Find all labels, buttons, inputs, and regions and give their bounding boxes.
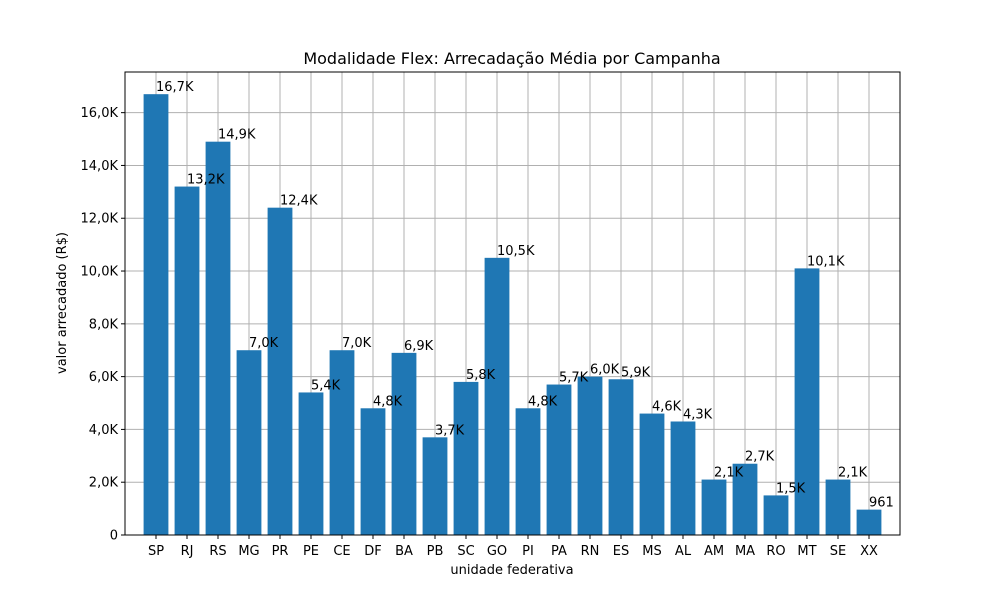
x-tick-label: SE xyxy=(830,544,846,559)
data-label: 961 xyxy=(869,496,894,511)
y-ticks: 0 2,0K 4,0K 6,0K 8,0K 10,0K 12,0K 14,0K 16,0K xyxy=(81,106,125,544)
x-tick-label: PI xyxy=(522,544,534,559)
bar-pb xyxy=(422,437,448,535)
bar-go xyxy=(484,257,510,535)
bar-ce xyxy=(329,350,355,535)
x-tick-label: RO xyxy=(766,544,785,559)
y-axis-label: valor arrecadado (R$) xyxy=(55,232,70,374)
x-tick-label: PE xyxy=(303,544,319,559)
bar-am xyxy=(701,479,727,535)
y-tick-label: 0 xyxy=(110,529,118,544)
data-label: 6,9K xyxy=(404,339,434,354)
bar-pa xyxy=(546,384,572,535)
bar-ba xyxy=(391,352,417,535)
x-tick-label: ES xyxy=(613,544,629,559)
x-tick-label: MG xyxy=(238,544,259,559)
x-tick-label: MS xyxy=(642,544,661,559)
bars xyxy=(143,94,882,536)
y-tick-label: 16,0K xyxy=(81,106,119,121)
x-tick-label: MT xyxy=(797,544,816,559)
x-tick-label: PR xyxy=(272,544,289,559)
data-label: 5,9K xyxy=(621,365,651,380)
y-tick-label: 12,0K xyxy=(81,212,119,227)
plot-frame xyxy=(124,71,901,536)
x-ticks: SP RJ RS MG PR PE CE DF BA PB SC GO PI PA RN ES MS AL AM MA… xyxy=(148,535,878,559)
x-tick-label: SC xyxy=(457,544,474,559)
bar-mg xyxy=(236,350,262,535)
bar-sp xyxy=(143,94,169,536)
x-tick-label: RN xyxy=(581,544,600,559)
data-label: 10,5K xyxy=(497,244,535,259)
data-label: 3,7K xyxy=(435,423,465,438)
bar-rn xyxy=(577,376,603,535)
data-label: 10,1K xyxy=(807,254,845,269)
data-label: 2,1K xyxy=(714,466,744,481)
data-label: 14,9K xyxy=(218,128,256,143)
x-tick-label: CE xyxy=(333,544,350,559)
y-tick-label: 2,0K xyxy=(89,476,119,491)
data-label: 4,8K xyxy=(373,394,403,409)
x-tick-label: RJ xyxy=(181,544,194,559)
data-label: 7,0K xyxy=(342,336,372,351)
bar-rs xyxy=(205,141,231,536)
data-label: 2,1K xyxy=(838,466,868,481)
data-labels: 16,7K 13,2K 14,9K 7,0K 12,4K 5,4K 7,0K 4,8K 6,9K… xyxy=(156,80,894,510)
x-tick-label: BA xyxy=(395,544,413,559)
bar-df xyxy=(360,408,386,535)
y-tick-label: 6,0K xyxy=(89,370,119,385)
data-label: 13,2K xyxy=(187,173,225,188)
bar-sc xyxy=(453,381,479,535)
data-label: 4,8K xyxy=(528,394,558,409)
data-label: 1,5K xyxy=(776,481,806,496)
x-tick-label: AL xyxy=(675,544,692,559)
y-tick-label: 14,0K xyxy=(81,159,119,174)
x-tick-label: PA xyxy=(551,544,567,559)
bar-pr xyxy=(267,207,293,535)
bar-pe xyxy=(298,392,324,535)
data-label: 4,6K xyxy=(652,400,682,415)
y-tick-label: 8,0K xyxy=(89,317,119,332)
x-tick-label: AM xyxy=(704,544,724,559)
data-label: 16,7K xyxy=(156,80,194,95)
data-label: 7,0K xyxy=(249,336,279,351)
bar-mt xyxy=(794,268,820,535)
x-tick-label: SP xyxy=(148,544,164,559)
data-label: 6,0K xyxy=(590,363,620,378)
y-tick-label: 10,0K xyxy=(81,265,119,280)
x-tick-label: XX xyxy=(860,544,878,559)
data-label: 4,3K xyxy=(683,407,713,422)
bar-al xyxy=(670,421,696,535)
data-label: 5,4K xyxy=(311,378,341,393)
bar-ms xyxy=(639,413,665,535)
bar-xx xyxy=(856,509,882,535)
x-tick-label: MA xyxy=(735,544,755,559)
data-label: 5,8K xyxy=(466,368,496,383)
x-tick-label: DF xyxy=(364,544,382,559)
bar-pi xyxy=(515,408,541,535)
bar-rj xyxy=(174,186,200,536)
x-axis-label: unidade federativa xyxy=(450,563,573,578)
y-tick-label: 4,0K xyxy=(89,423,119,438)
data-label: 12,4K xyxy=(280,194,318,209)
bar-ro xyxy=(763,495,789,535)
x-tick-label: PB xyxy=(427,544,444,559)
data-label: 5,7K xyxy=(559,371,589,386)
x-tick-label: GO xyxy=(487,544,507,559)
chart-title: Modalidade Flex: Arrecadação Média por C… xyxy=(303,49,720,68)
bar-ma xyxy=(732,463,758,535)
bar-es xyxy=(608,379,634,535)
bar-se xyxy=(825,479,851,535)
x-tick-label: RS xyxy=(209,544,226,559)
data-label: 2,7K xyxy=(745,450,775,465)
